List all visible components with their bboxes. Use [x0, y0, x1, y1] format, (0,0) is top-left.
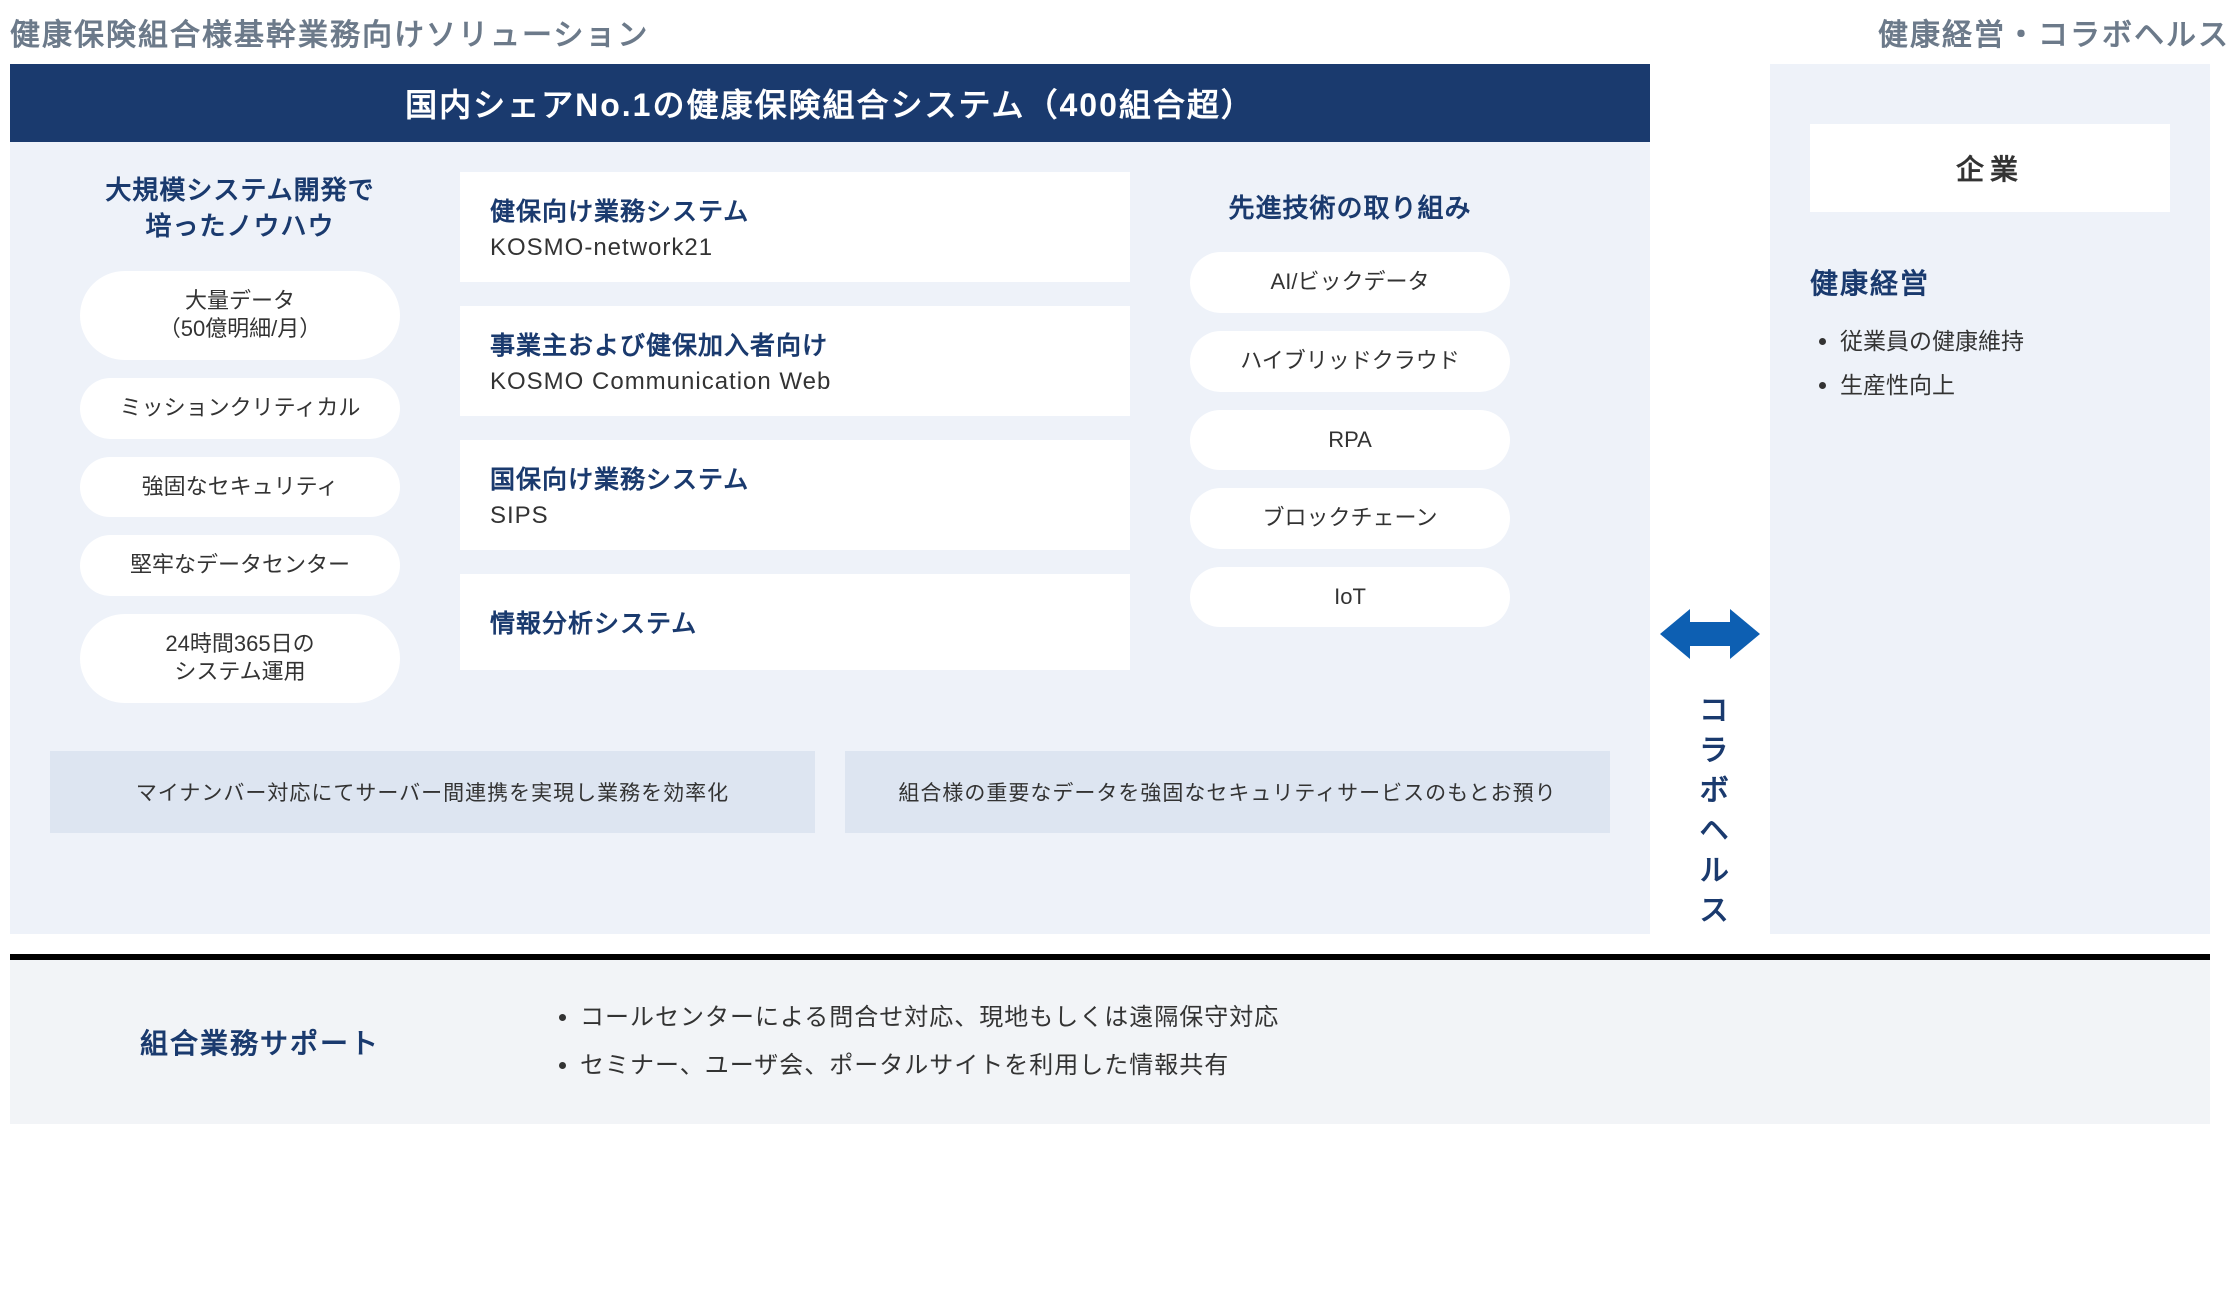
right-list: 従業員の健康維持 生産性向上: [1810, 320, 2170, 407]
connector-label: コラボヘルス: [1688, 694, 1732, 934]
right-list-item: 従業員の健康維持: [1840, 320, 2170, 364]
top-title-left: 健康保険組合様基幹業務向けソリューション: [10, 10, 649, 54]
connector: コラボヘルス: [1650, 64, 1770, 934]
bottom-bar-security: 組合様の重要なデータを強固なセキュリティサービスのもとお預り: [845, 751, 1610, 833]
col-knowhow: 大規模システム開発で 培ったノウハウ 大量データ （50億明細/月） ミッション…: [50, 172, 430, 721]
support-row: 組合業務サポート コールセンターによる問合せ対応、現地もしくは遠隔保守対応 セミ…: [10, 954, 2210, 1124]
pill-tech: IoT: [1190, 567, 1510, 628]
pill-knowhow: 強固なセキュリティ: [80, 457, 400, 518]
bottom-bars: マイナンバー対応にてサーバー間連携を実現し業務を効率化 組合様の重要なデータを強…: [10, 741, 1650, 863]
left-body: 大規模システム開発で 培ったノウハウ 大量データ （50億明細/月） ミッション…: [10, 142, 1650, 741]
pill-knowhow: 24時間365日の システム運用: [80, 614, 400, 703]
right-sub-title: 健康経営: [1810, 262, 2170, 302]
col-knowhow-title-l2: 培ったノウハウ: [145, 211, 334, 241]
col-knowhow-title: 大規模システム開発で 培ったノウハウ: [105, 172, 374, 245]
col-systems: 健保向け業務システム KOSMO-network21 事業主および健保加入者向け…: [460, 172, 1130, 721]
pill-knowhow: ミッションクリティカル: [80, 378, 400, 439]
right-list-item: 生産性向上: [1840, 364, 2170, 408]
main-row: 国内シェアNo.1の健康保険組合システム（400組合超） 大規模システム開発で …: [0, 54, 2240, 934]
left-header: 国内シェアNo.1の健康保険組合システム（400組合超）: [10, 64, 1650, 142]
right-top-box: 企業: [1810, 124, 2170, 212]
left-block: 国内シェアNo.1の健康保険組合システム（400組合超） 大規模システム開発で …: [10, 64, 1650, 934]
col-knowhow-title-l1: 大規模システム開発で: [105, 175, 374, 205]
system-box: 情報分析システム: [460, 574, 1130, 670]
col-tech-title: 先進技術の取り組み: [1228, 190, 1471, 226]
top-title-right: 健康経営・コラボヘルス: [1878, 10, 2230, 54]
system-box: 事業主および健保加入者向け KOSMO Communication Web: [460, 306, 1130, 416]
double-arrow-icon: [1660, 604, 1760, 664]
system-box-sub: KOSMO Communication Web: [490, 368, 1100, 396]
pill-knowhow: 堅牢なデータセンター: [80, 535, 400, 596]
right-block: 企業 健康経営 従業員の健康維持 生産性向上: [1770, 64, 2210, 934]
top-titles: 健康保険組合様基幹業務向けソリューション 健康経営・コラボヘルス: [0, 0, 2240, 54]
system-box-title: 国保向け業務システム: [490, 460, 1100, 496]
pill-tech: AI/ビックデータ: [1190, 252, 1510, 313]
system-box: 国保向け業務システム SIPS: [460, 440, 1130, 550]
pill-tech: ブロックチェーン: [1190, 488, 1510, 549]
system-box-title: 事業主および健保加入者向け: [490, 326, 1100, 362]
system-box-sub: SIPS: [490, 502, 1100, 530]
pill-knowhow: 大量データ （50億明細/月）: [80, 271, 400, 360]
system-box: 健保向け業務システム KOSMO-network21: [460, 172, 1130, 282]
col-tech: 先進技術の取り組み AI/ビックデータ ハイブリッドクラウド RPA ブロックチ…: [1160, 172, 1540, 721]
support-title: 組合業務サポート: [50, 1022, 470, 1062]
system-box-title: 健保向け業務システム: [490, 192, 1100, 228]
bottom-bar-mynumber: マイナンバー対応にてサーバー間連携を実現し業務を効率化: [50, 751, 815, 833]
pill-tech: RPA: [1190, 410, 1510, 471]
pill-tech: ハイブリッドクラウド: [1190, 331, 1510, 392]
support-list-item: コールセンターによる問合せ対応、現地もしくは遠隔保守対応: [580, 994, 1279, 1042]
system-box-title: 情報分析システム: [490, 604, 1100, 640]
support-list-item: セミナー、ユーザ会、ポータルサイトを利用した情報共有: [580, 1042, 1279, 1090]
system-box-sub: KOSMO-network21: [490, 234, 1100, 262]
support-list: コールセンターによる問合せ対応、現地もしくは遠隔保守対応 セミナー、ユーザ会、ポ…: [550, 994, 1279, 1090]
